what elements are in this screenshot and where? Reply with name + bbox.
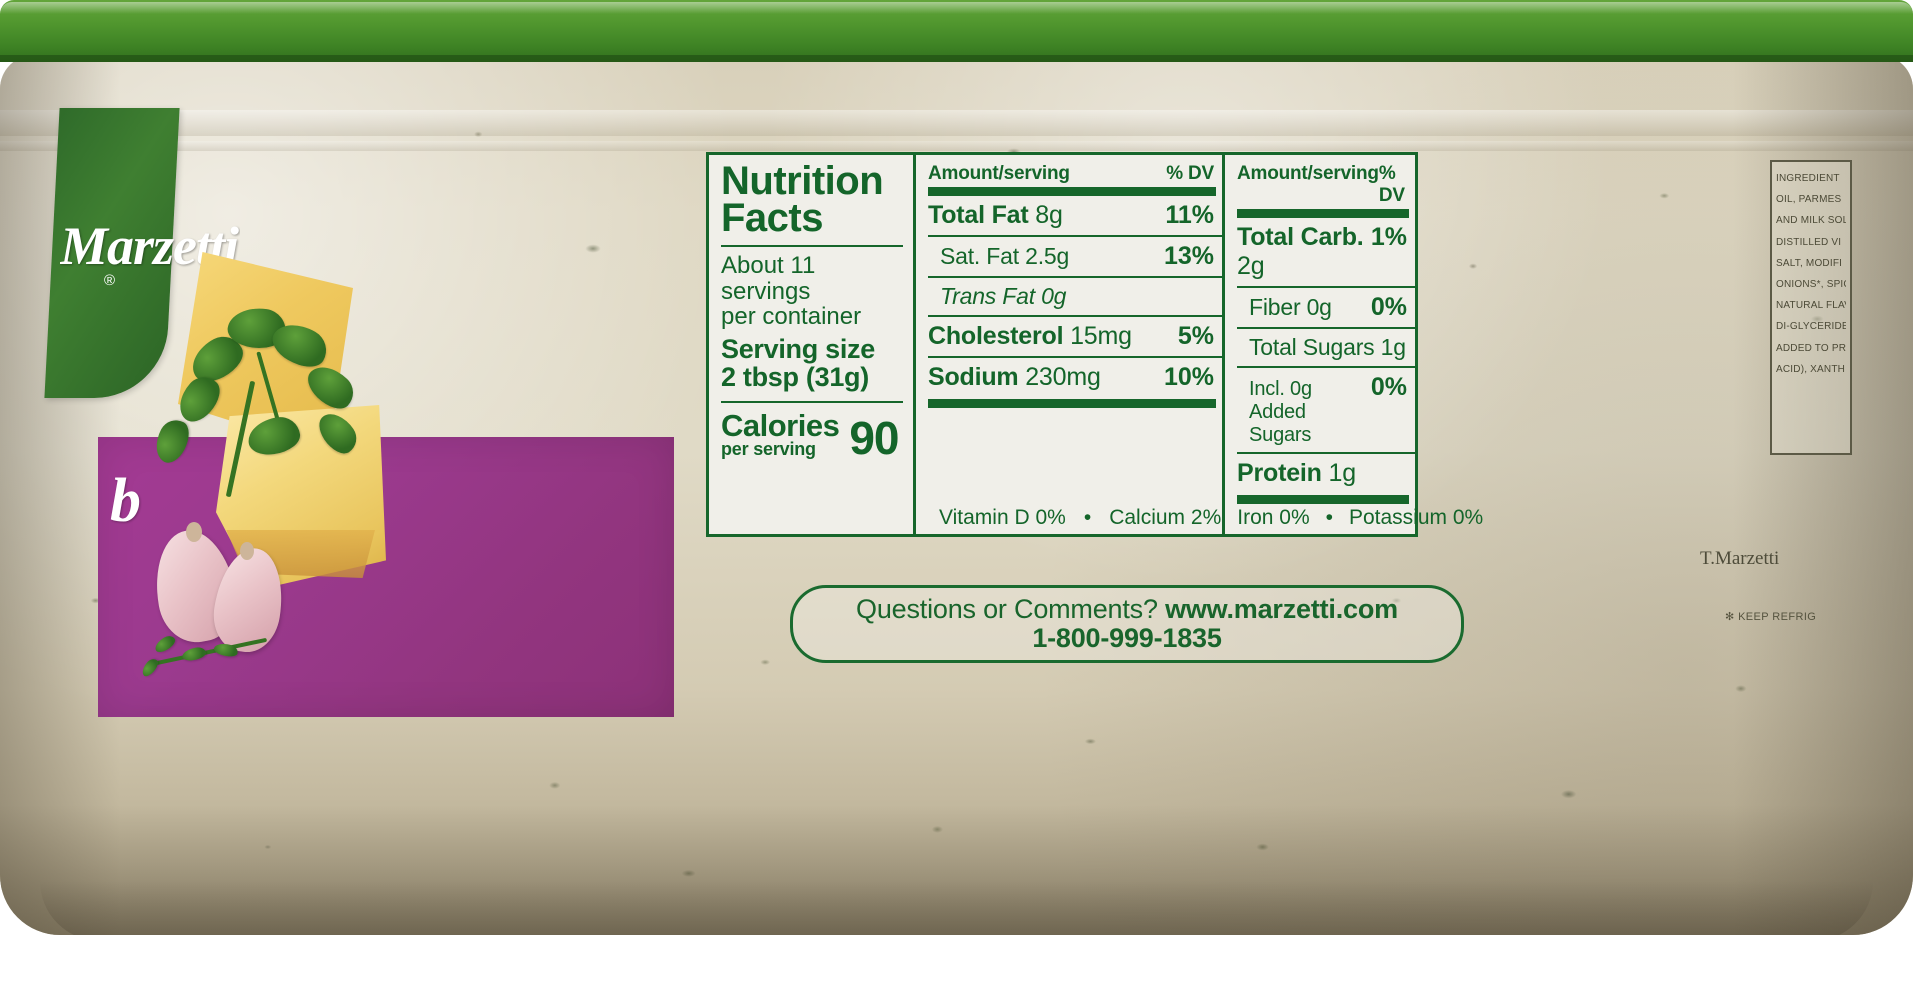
table-row: Cholesterol 15mg 5% bbox=[928, 317, 1222, 358]
header-thick-bar-2 bbox=[1237, 209, 1409, 218]
nutrient-total-carb-dv: 1% bbox=[1370, 223, 1407, 251]
nutrient-trans-fat: Trans Fat 0g bbox=[940, 283, 1067, 309]
micronutrient-calcium: Calcium 2% bbox=[1109, 506, 1222, 529]
table-row: Sodium 230mg 10% bbox=[928, 358, 1222, 397]
ingredient-line: DI-GLYCERIDES bbox=[1776, 321, 1846, 333]
nutrient-column-left: Amount/serving % DV Total Fat 8g 11% Sat… bbox=[916, 155, 1222, 534]
nutrient-cholesterol: Cholesterol 15mg bbox=[928, 322, 1132, 350]
website-url[interactable]: www.marzetti.com bbox=[1165, 594, 1398, 624]
table-row: Sat. Fat 2.5g 13% bbox=[928, 237, 1222, 278]
table-row: Fiber 0g 0% bbox=[1237, 288, 1415, 329]
keep-refrigerated-text: ✻ KEEP REFRIG bbox=[1725, 611, 1817, 623]
table-row: Total Carb. 2g 1% bbox=[1237, 218, 1415, 288]
micronutrient-iron: Iron 0% bbox=[1237, 506, 1310, 529]
ingredient-line: ONIONS*, SPIC bbox=[1776, 278, 1846, 290]
garlic-root-tuft bbox=[186, 522, 202, 542]
ingredient-line: NATURAL FLAV bbox=[1776, 300, 1846, 312]
questions-comments-banner[interactable]: Questions or Comments? www.marzetti.com … bbox=[790, 585, 1464, 663]
calories-label: Calories bbox=[721, 408, 840, 444]
percent-dv-header-2: % DV bbox=[1378, 163, 1405, 206]
ingredient-line: DISTILLED VI bbox=[1776, 236, 1842, 248]
table-row: Total Fat 8g 11% bbox=[928, 196, 1222, 237]
nutrient-cholesterol-dv: 5% bbox=[1177, 322, 1214, 350]
bullet-separator: • bbox=[1083, 506, 1092, 529]
nutrient-added-sugars: Incl. 0g Added Sugars bbox=[1249, 378, 1312, 446]
table-row: Trans Fat 0g bbox=[928, 278, 1222, 317]
garlic-root-tuft-2 bbox=[240, 542, 254, 560]
nutrient-fiber: Fiber 0g bbox=[1249, 294, 1332, 320]
phone-number[interactable]: 1-800-999-1835 bbox=[1032, 623, 1222, 653]
ingredient-line: AND MILK SOL bbox=[1776, 215, 1846, 227]
tub-base-shadow bbox=[40, 881, 1873, 935]
amount-per-serving-header-2: Amount/serving bbox=[1237, 163, 1379, 184]
tub-rim-ridge-secondary bbox=[0, 141, 1913, 151]
table-row: Incl. 0g Added Sugars 0% bbox=[1237, 368, 1415, 454]
nutrient-sodium: Sodium 230mg bbox=[928, 363, 1101, 391]
nutrient-added-sugars-dv: 0% bbox=[1370, 373, 1407, 401]
servings-line-1: About 11 servings bbox=[721, 251, 816, 305]
lid-edge bbox=[0, 55, 1913, 62]
servings-per-container: About 11 servings per container bbox=[721, 251, 903, 331]
nutrient-sodium-dv: 10% bbox=[1163, 363, 1214, 391]
tub-right-shading bbox=[1733, 55, 1913, 935]
food-photo-group bbox=[120, 230, 420, 710]
serving-size-value: 2 tbsp (31g) bbox=[721, 361, 869, 392]
trademark-text: T.Marzetti bbox=[1700, 548, 1780, 569]
nutrient-total-fat-dv: 11% bbox=[1165, 201, 1214, 229]
nutrient-sat-fat: Sat. Fat 2.5g bbox=[940, 243, 1070, 269]
nutrient-fiber-dv: 0% bbox=[1370, 293, 1407, 321]
calories-sublabel: per serving bbox=[721, 438, 816, 459]
table-row: Total Sugars 1g bbox=[1237, 329, 1415, 368]
nutrient-total-sugars: Total Sugars 1g bbox=[1249, 334, 1406, 360]
nutrient-total-carb: Total Carb. 2g bbox=[1237, 223, 1364, 280]
lid-highlight bbox=[0, 2, 1913, 14]
percent-dv-header: % DV bbox=[1166, 163, 1214, 184]
calories-value: 90 bbox=[849, 412, 899, 465]
nutrient-sat-fat-dv: 13% bbox=[1163, 242, 1214, 270]
nutrition-title-line1: Nutrition bbox=[721, 159, 884, 203]
flavor-label-text: b bbox=[110, 470, 141, 534]
registered-mark: ® bbox=[104, 272, 116, 289]
panel-vertical-divider bbox=[913, 155, 916, 534]
nutrition-title-line2: Facts bbox=[721, 195, 824, 240]
ingredient-line: ADDED TO PRO bbox=[1776, 342, 1846, 354]
tub-rim-ridge bbox=[0, 110, 1913, 136]
tub-bottom-shading bbox=[0, 805, 1913, 935]
ingredient-line: SALT, MODIFI bbox=[1776, 257, 1843, 269]
thyme-leaf-icon bbox=[181, 646, 207, 662]
thyme-leaf-icon bbox=[152, 633, 178, 655]
calories-block: Calories per serving 90 bbox=[721, 408, 903, 465]
nutrient-column-right: Amount/serving % DV Total Carb. 2g 1% Fi… bbox=[1225, 155, 1415, 534]
parsley-leaf-icon bbox=[148, 414, 196, 468]
serving-size-label: Serving size bbox=[721, 334, 875, 365]
nutrition-facts-title: Nutrition Facts bbox=[721, 159, 903, 240]
bullet-separator-2: • bbox=[1325, 506, 1333, 529]
micronutrient-vitamin-d: Vitamin D 0% bbox=[939, 506, 1066, 529]
amount-per-serving-header: Amount/serving bbox=[928, 163, 1070, 184]
footer-thick-bar-2 bbox=[1237, 495, 1409, 504]
panel-vertical-divider-2 bbox=[1222, 155, 1225, 534]
divider bbox=[721, 401, 904, 404]
ingredient-line: ACID), XANTH bbox=[1776, 363, 1846, 375]
nutrition-summary-column: Nutrition Facts About 11 servings per co… bbox=[709, 155, 913, 534]
nutrient-total-fat: Total Fat 8g bbox=[928, 201, 1063, 229]
servings-line-2: per container bbox=[721, 303, 862, 331]
questions-prompt: Questions or Comments? bbox=[856, 594, 1166, 624]
footer-thick-bar bbox=[928, 399, 1216, 408]
header-thick-bar bbox=[928, 187, 1216, 196]
nutrition-facts-panel: Nutrition Facts About 11 servings per co… bbox=[706, 152, 1483, 537]
micronutrient-potassium: Potassium 0% bbox=[1348, 506, 1484, 529]
green-lid bbox=[0, 0, 1913, 62]
divider bbox=[721, 244, 904, 247]
ingredient-line: INGREDIENT bbox=[1776, 173, 1840, 184]
questions-line: Questions or Comments? www.marzetti.com bbox=[856, 594, 1398, 625]
ingredient-line: OIL, PARMES bbox=[1776, 194, 1842, 206]
table-row: Protein 1g bbox=[1237, 454, 1415, 493]
ingredients-strip: INGREDIENT OIL, PARMES AND MILK SOL DIST… bbox=[1770, 160, 1852, 455]
nutrient-protein: Protein 1g bbox=[1237, 459, 1356, 487]
micronutrient-footer: Vitamin D 0% • Calcium 2% Iron 0% • Pota… bbox=[927, 500, 1483, 530]
